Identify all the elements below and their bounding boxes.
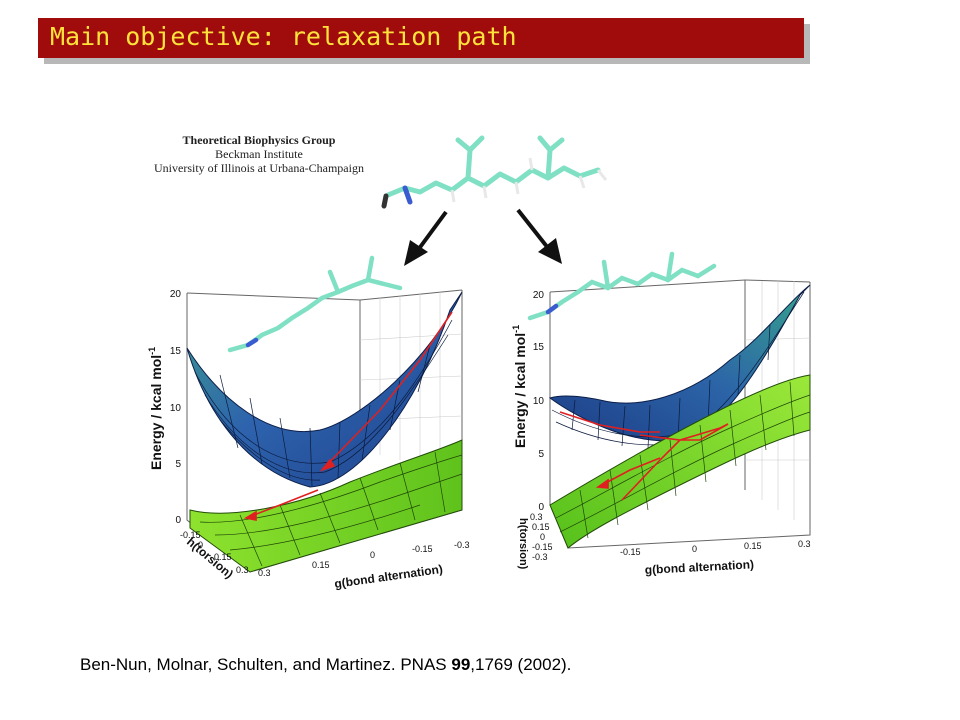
left-z-ticks: 20 15 10 5 0 — [170, 289, 182, 526]
left-relaxation-path — [243, 311, 453, 521]
right-plot: 20 15 10 5 0 Energy / kcal mol-1 0.3 0.1… — [511, 251, 811, 577]
left-h-ticks: -0.15 0 0.15 0.3 — [180, 530, 249, 575]
left-z-tick: 5 — [175, 459, 181, 470]
credit-institute: Beckman Institute — [215, 147, 303, 161]
citation-volume: 99 — [451, 655, 471, 674]
left-g-tick: -0.15 — [412, 544, 433, 554]
left-g-tick: -0.3 — [454, 540, 470, 550]
left-h-tick: -0.15 — [180, 530, 201, 540]
left-z-label: Energy / kcal mol-1 — [147, 347, 164, 470]
left-h-tick: 0.15 — [214, 552, 232, 562]
left-z-label-sup: -1 — [147, 347, 157, 355]
left-z-label-text: Energy / kcal mol — [148, 355, 164, 470]
right-z-label-sup: -1 — [511, 325, 521, 333]
left-upper-mesh — [194, 319, 453, 487]
left-z-tick: 0 — [175, 515, 181, 526]
molecule-hydrogens-top — [450, 157, 608, 203]
left-g-tick: 0.3 — [258, 568, 271, 578]
left-molecule — [227, 255, 403, 353]
right-h-tick: -0.15 — [532, 542, 553, 552]
right-z-tick: 5 — [538, 449, 544, 460]
svg-text:Energy / kcal mol-1: Energy / kcal mol-1 — [147, 347, 164, 470]
citation-pages: ,1769 (2002). — [470, 655, 572, 674]
left-upper-surface — [186, 291, 463, 488]
citation-authors: Ben-Nun, Molnar, Schulten, and Martinez.… — [80, 655, 452, 674]
left-z-tick: 20 — [170, 289, 182, 300]
right-z-label-text: Energy / kcal mol — [512, 333, 528, 448]
right-molecule — [527, 251, 717, 321]
right-h-ticks: 0.3 0.15 0 -0.15 -0.3 — [530, 512, 553, 562]
right-h-tick: 0.3 — [530, 512, 543, 522]
right-z-ticks: 20 15 10 5 0 — [533, 290, 545, 513]
right-h-tick: -0.3 — [532, 552, 548, 562]
right-g-tick: 0.15 — [744, 541, 762, 551]
right-g-ticks: -0.15 0 0.15 0.3 — [620, 539, 811, 557]
left-g-ticks: 0.3 0.15 0 -0.15 -0.3 — [258, 540, 470, 578]
right-z-label: Energy / kcal mol-1 — [511, 325, 528, 448]
left-h-tick: 0 — [198, 540, 203, 550]
right-h-label: h(torsion) — [517, 518, 529, 570]
left-g-tick: 0 — [370, 550, 375, 560]
svg-text:Energy / kcal mol-1: Energy / kcal mol-1 — [511, 325, 528, 448]
credit-group: Theoretical Biophysics Group — [182, 133, 336, 147]
arrow-left — [404, 210, 448, 266]
left-h-tick: 0.3 — [236, 565, 249, 575]
left-g-tick: 0.15 — [312, 560, 330, 570]
slide-title: Main objective: relaxation path — [50, 22, 517, 51]
left-lower-mesh — [199, 451, 463, 567]
energy-surface-figure: 20 15 10 5 0 Energy / kcal mol-1 -0.15 0… — [147, 135, 811, 591]
citation: Ben-Nun, Molnar, Schulten, and Martinez.… — [80, 655, 571, 675]
retinal-molecule-top — [381, 135, 601, 209]
right-z-tick: 20 — [533, 290, 545, 301]
right-g-tick: -0.15 — [620, 547, 641, 557]
right-z-tick: 0 — [538, 502, 544, 513]
title-bar — [38, 18, 804, 58]
right-h-tick: 0 — [540, 532, 545, 542]
right-g-label: g(bond alternation) — [644, 557, 754, 577]
figure-credit: Theoretical Biophysics Group Beckman Ins… — [148, 133, 370, 175]
right-relaxation-path — [559, 411, 729, 501]
right-z-tick: 15 — [533, 342, 545, 353]
credit-university: University of Illinois at Urbana-Champai… — [154, 161, 364, 175]
left-z-tick: 10 — [170, 403, 182, 414]
left-g-label: g(bond alternation) — [333, 562, 443, 591]
right-g-tick: 0.3 — [798, 539, 811, 549]
arrow-right — [516, 208, 562, 264]
right-h-tick: 0.15 — [532, 522, 550, 532]
left-lower-surface — [189, 439, 463, 573]
left-plot: 20 15 10 5 0 Energy / kcal mol-1 -0.15 0… — [147, 255, 470, 591]
right-g-tick: 0 — [692, 544, 697, 554]
left-z-tick: 15 — [170, 346, 182, 357]
right-z-tick: 10 — [533, 396, 545, 407]
